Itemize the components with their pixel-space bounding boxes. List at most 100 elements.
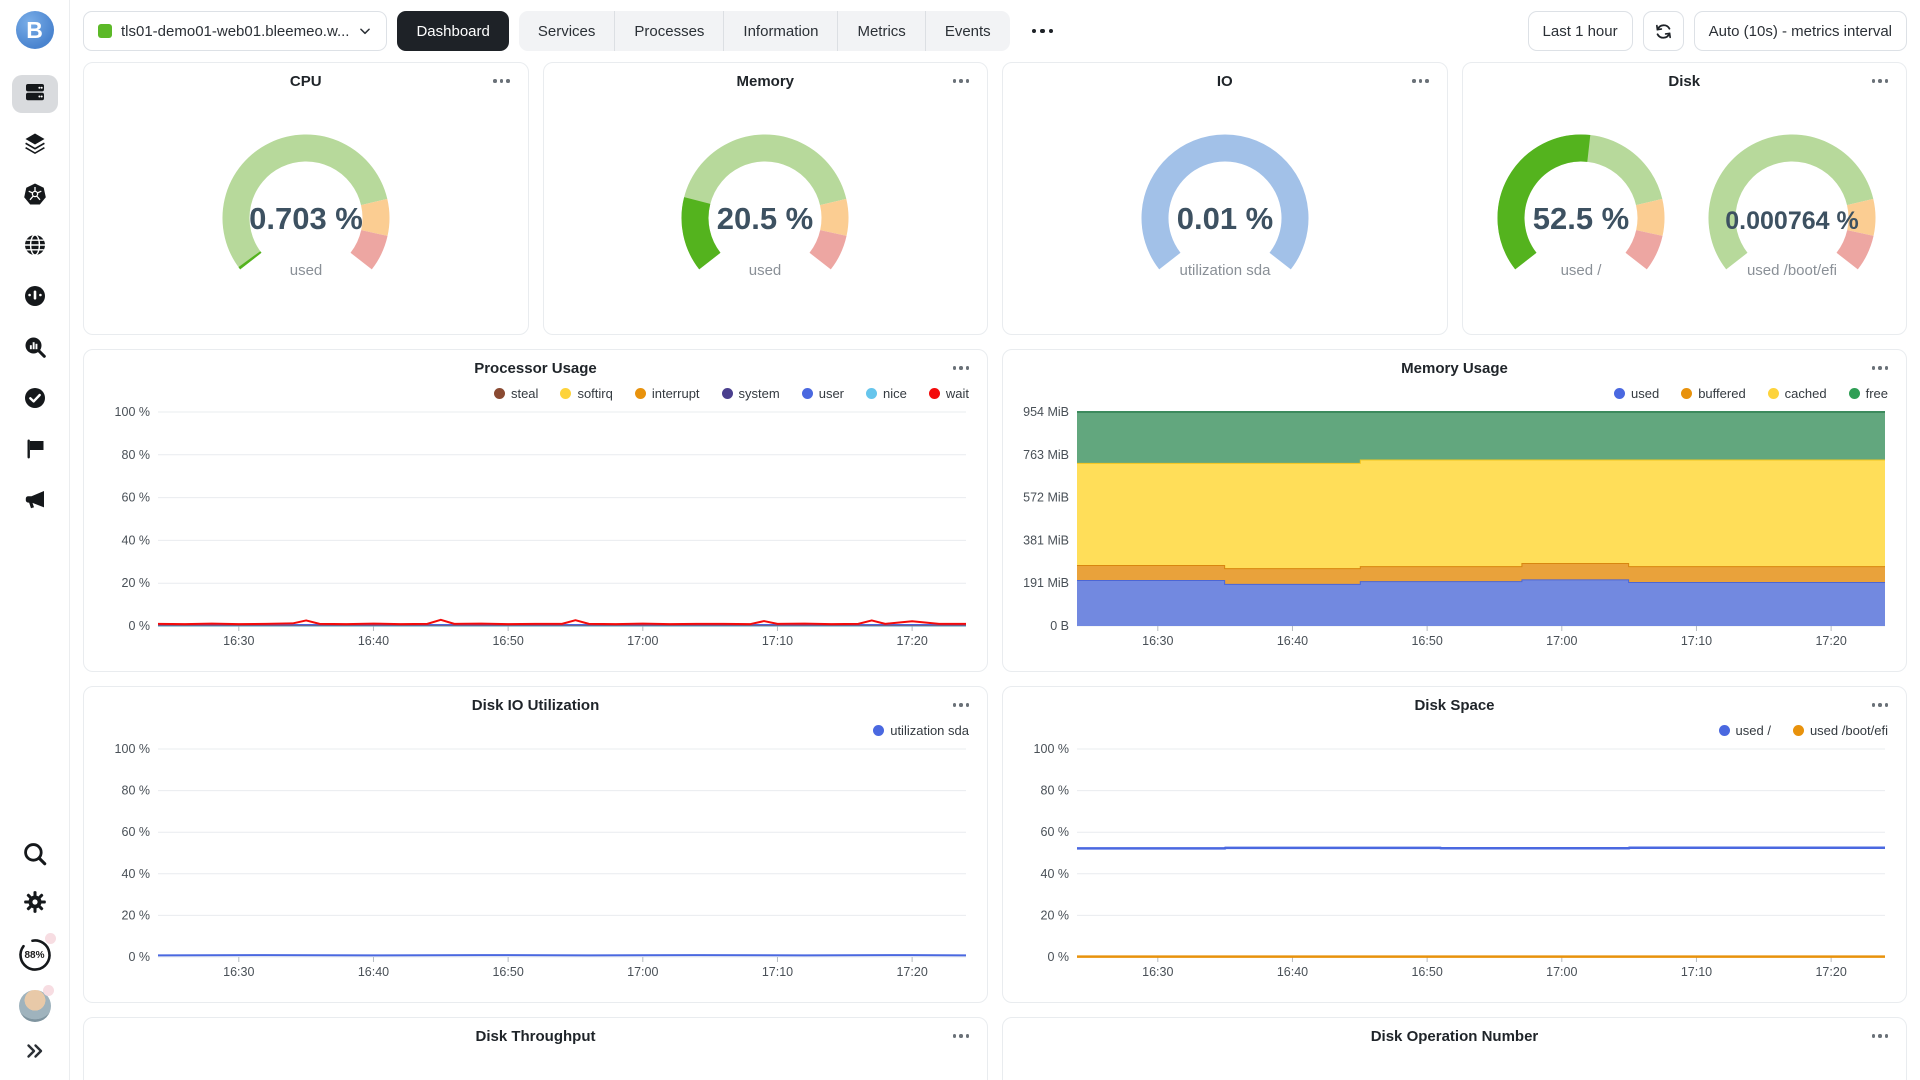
tab-dashboard[interactable]: Dashboard (397, 11, 509, 51)
chart-plot[interactable]: 0 % 20 % 40 % 60 % 80 % 100 % 16:30 16:40 16:50 1… (1015, 741, 1894, 992)
legend-dot (1767, 387, 1779, 399)
more-tabs-button[interactable] (1020, 11, 1066, 51)
sidebar-item-metrics-explorer[interactable] (12, 330, 58, 368)
kubernetes-icon (23, 182, 47, 211)
svg-text:0 %: 0 % (128, 950, 150, 964)
legend-item-free[interactable]: free (1848, 386, 1888, 401)
svg-text:16:40: 16:40 (1277, 965, 1308, 979)
chart-card-title: Disk Space (1414, 697, 1495, 714)
chart-plot[interactable]: 0 B 191 MiB 381 MiB 572 MiB 763 MiB 954 MiB 16… (1015, 404, 1894, 661)
svg-text:954 MiB: 954 MiB (1023, 405, 1069, 419)
svg-text:100 %: 100 % (115, 742, 150, 756)
gauge-value: 0.01 % (1176, 201, 1273, 236)
sidebar-item-status[interactable] (12, 381, 58, 419)
host-selector[interactable]: tls01-demo01-web01.bleemeo.w... (83, 11, 388, 51)
card-menu-button[interactable] (489, 75, 514, 87)
sidebar-item-services[interactable] (12, 126, 58, 164)
sidebar-item-servers[interactable] (11, 75, 58, 113)
tab-services[interactable]: Services (519, 11, 615, 51)
legend-item-system[interactable]: system (721, 385, 780, 401)
notification-dot (42, 985, 54, 996)
card-menu-button[interactable] (1868, 699, 1893, 711)
usage-percent-label: 88% (24, 949, 45, 961)
legend-item-wait[interactable]: wait (928, 386, 969, 401)
gauge-label: utilization sda (1179, 262, 1271, 279)
user-avatar[interactable] (18, 985, 54, 1022)
legend-item-buffered[interactable]: buffered (1681, 386, 1746, 401)
legend-item-softirq[interactable]: softirq (560, 386, 613, 401)
chart-row-3: Disk Throughput Disk Operation Number (83, 1017, 1907, 1080)
refresh-button[interactable] (1642, 11, 1684, 51)
area-cached (1077, 459, 1885, 569)
gauge-label: used /boot/efi (1747, 262, 1837, 279)
svg-text:17:20: 17:20 (896, 965, 927, 979)
metrics-search-icon (23, 335, 47, 364)
gauge: 0.703 % used (222, 134, 390, 279)
card-menu-button[interactable] (949, 75, 974, 87)
area-free (1077, 412, 1885, 463)
gauge-card-title: Memory (736, 73, 795, 90)
legend-label: system (738, 385, 780, 401)
card-menu-button[interactable] (949, 1030, 974, 1042)
gauge-card: IO 0.01 % utilization sda (1002, 62, 1448, 335)
chart-legend: used / used /boot/efi (1015, 719, 1894, 741)
legend-dot (801, 387, 813, 399)
legend-item-steal[interactable]: steal (493, 386, 538, 401)
legend-item-interrupt[interactable]: interrupt (634, 386, 700, 401)
expand-sidebar-button[interactable] (23, 1039, 47, 1068)
chart-card-title: Disk Operation Number (1370, 1028, 1539, 1045)
sidebar-item-network[interactable] (12, 228, 58, 266)
legend-dot (1614, 387, 1625, 399)
chart-svg[interactable]: 0 B 191 MiB 381 MiB 572 MiB 763 MiB 954 MiB 16… (1015, 404, 1895, 656)
svg-text:100 %: 100 % (1034, 742, 1069, 756)
chart-plot[interactable]: 0 % 20 % 40 % 60 % 80 % 100 % 16:30 16:40 16:50 1… (96, 404, 975, 661)
legend-item-cached[interactable]: cached (1767, 385, 1827, 401)
legend-item-used[interactable]: used (1614, 386, 1659, 401)
card-menu-button[interactable] (1868, 362, 1893, 374)
svg-text:16:30: 16:30 (1142, 634, 1173, 648)
legend-item-nice[interactable]: nice (866, 386, 907, 401)
search-button[interactable] (22, 841, 48, 872)
sidebar-item-dashboards[interactable] (12, 279, 58, 317)
card-menu-button[interactable] (949, 362, 974, 374)
time-range-button[interactable]: Last 1 hour (1527, 11, 1633, 51)
chart-svg[interactable]: 0 % 20 % 40 % 60 % 80 % 100 % 16:30 16:40 16:50 1… (1015, 741, 1895, 987)
chart-card: Disk Operation Number (1002, 1017, 1907, 1080)
settings-button[interactable] (22, 889, 48, 920)
card-menu-button[interactable] (1868, 75, 1893, 87)
chart-legend: used buffered cached free (1015, 382, 1894, 404)
sidebar: B (0, 0, 70, 1080)
legend-item-user[interactable]: user (801, 385, 845, 401)
legend-item-utilization-sda[interactable]: utilization sda (873, 723, 969, 738)
chart-plot[interactable]: 0 % 20 % 40 % 60 % 80 % 100 % 16:30 16:40 16:50 1… (96, 741, 975, 992)
sidebar-item-reports[interactable] (12, 432, 58, 470)
chart-row-1: Processor Usage steal softirq interrupt syst… (83, 349, 1907, 672)
chart-card-title: Processor Usage (474, 360, 597, 377)
gauge-card: CPU 0.703 % used (83, 62, 529, 335)
chart-svg[interactable]: 0 % 20 % 40 % 60 % 80 % 100 % 16:30 16:40 16:50 1… (96, 741, 976, 987)
legend-label: user (818, 385, 845, 401)
svg-text:60 %: 60 % (122, 491, 151, 505)
tab-group: Services Processes Information Metrics Event… (518, 11, 1010, 51)
card-menu-button[interactable] (1408, 75, 1433, 87)
legend-item-used-[interactable]: used / (1718, 723, 1771, 738)
legend-label: cached (1784, 385, 1827, 401)
card-menu-button[interactable] (1868, 1030, 1893, 1042)
chart-svg[interactable]: 0 % 20 % 40 % 60 % 80 % 100 % 16:30 16:40 16:50 1… (96, 404, 976, 656)
legend-dot (493, 387, 505, 399)
card-menu-button[interactable] (949, 699, 974, 711)
tab-events[interactable]: Events (924, 11, 1010, 51)
chart-card: Disk Throughput (83, 1017, 988, 1080)
tab-processes[interactable]: Processes (614, 11, 723, 51)
interval-label: Auto (10s) - metrics interval (1708, 22, 1892, 40)
sidebar-item-announcements[interactable] (12, 483, 58, 521)
gauge-card: Disk 52.5 % used / 0.000764 % used /boot/efi (1461, 62, 1907, 335)
sidebar-item-kubernetes[interactable] (12, 177, 58, 215)
usage-ring-badge[interactable]: 88% (17, 933, 56, 973)
tab-metrics[interactable]: Metrics (837, 11, 924, 51)
interval-selector-button[interactable]: Auto (10s) - metrics interval (1693, 11, 1907, 51)
legend-item-used-boot-efi[interactable]: used /boot/efi (1792, 723, 1888, 738)
flag-icon (23, 437, 47, 466)
tab-information[interactable]: Information (723, 11, 837, 51)
dashboard-content: CPU 0.703 % used Memory 20.5 % used IO 0.01 % ut… (70, 62, 1920, 1080)
